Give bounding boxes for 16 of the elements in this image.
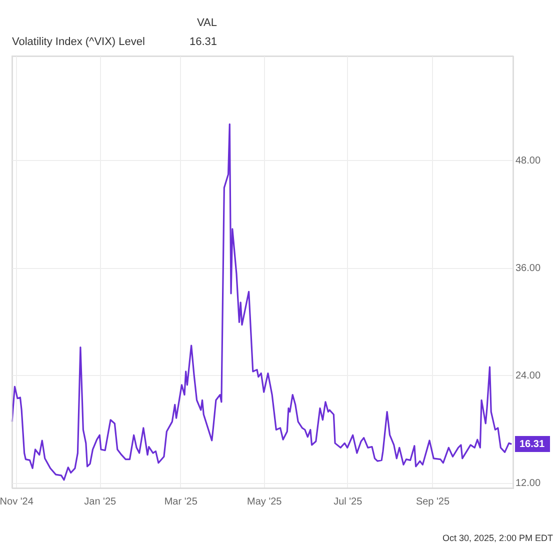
text: 16.31 xyxy=(189,36,217,48)
x-tick-label: May '25 xyxy=(247,496,282,508)
y-tick-label: 48.00 xyxy=(516,155,541,166)
y-tick-label: 36.00 xyxy=(516,263,541,274)
x-tick-label: Jan '25 xyxy=(84,496,117,508)
x-tick-label: Nov '24 xyxy=(0,496,34,508)
line-series xyxy=(11,123,512,481)
x-tick-label: Sep '25 xyxy=(416,496,450,508)
chart-title: Volatility Index (^VIX) Level xyxy=(12,36,145,48)
x-tick-label: Mar '25 xyxy=(164,496,198,508)
text: Oct 30, 2025, 2:00 PM EDT xyxy=(442,533,554,543)
annotation: 16.31 xyxy=(519,438,545,450)
y-tick-label: 12.00 xyxy=(516,478,541,490)
x-tick-label: Jul '25 xyxy=(334,496,363,508)
y-tick-label: 24.00 xyxy=(516,370,541,382)
text: VAL xyxy=(197,17,217,29)
